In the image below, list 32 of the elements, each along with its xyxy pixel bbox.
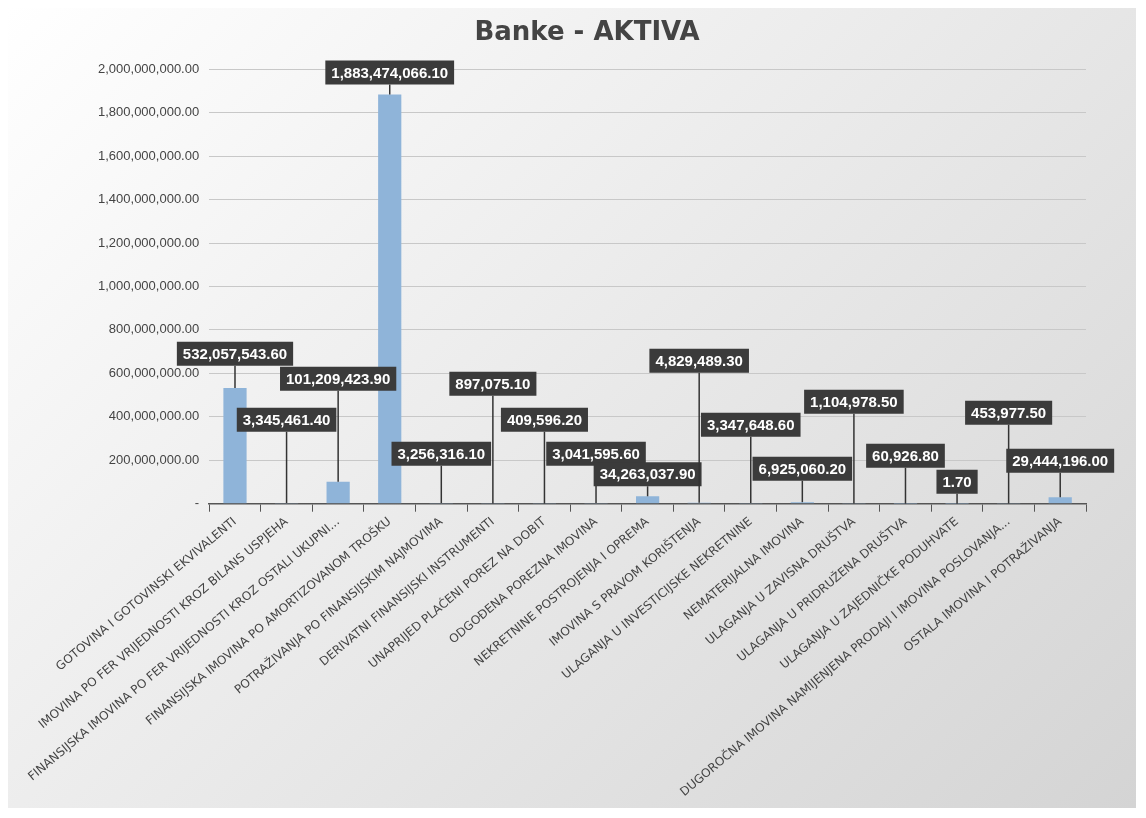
data-label: 29,444,196.00 — [1012, 451, 1109, 469]
y-tick-label: - — [194, 495, 200, 511]
bar — [326, 481, 350, 504]
y-tick-label: 800,000,000.00 — [108, 321, 200, 337]
bar — [1048, 497, 1072, 504]
y-tick-label: 400,000,000.00 — [108, 408, 200, 424]
y-tick-label: 1,400,000,000.00 — [97, 191, 200, 207]
data-label: 60,926.80 — [872, 446, 939, 464]
chart-title: Banke - AKTIVA — [474, 16, 700, 47]
data-label: 101,209,423.90 — [286, 369, 391, 387]
y-tick-label: 1,800,000,000.00 — [97, 104, 200, 120]
data-label: 1.70 — [942, 472, 972, 490]
data-label: 1,883,474,066.10 — [331, 63, 449, 81]
data-label: 897,075.10 — [455, 374, 531, 392]
data-label: 1,104,978.50 — [810, 392, 898, 410]
y-tick-label: 2,000,000,000.00 — [97, 60, 200, 76]
data-label: 453,977.50 — [971, 403, 1047, 421]
data-label: 4,829,489.30 — [655, 351, 743, 369]
y-tick-label: 1,600,000,000.00 — [97, 147, 200, 163]
bar — [636, 496, 660, 504]
data-label: 6,925,060.20 — [758, 459, 847, 477]
y-tick-label: 600,000,000.00 — [108, 364, 200, 380]
y-tick-label: 1,200,000,000.00 — [97, 234, 200, 250]
data-label: 3,347,648.60 — [706, 415, 795, 433]
data-label: 3,041,595.60 — [552, 444, 640, 462]
data-label: 3,256,316.10 — [397, 444, 486, 462]
data-label: 34,263,037.90 — [599, 465, 696, 483]
data-label: 409,596.20 — [506, 410, 582, 428]
data-label: 3,345,461.40 — [242, 410, 331, 428]
data-label: 532,057,543.60 — [182, 344, 288, 362]
y-tick-label: 200,000,000.00 — [108, 451, 200, 467]
y-tick-label: 1,000,000,000.00 — [97, 278, 200, 294]
